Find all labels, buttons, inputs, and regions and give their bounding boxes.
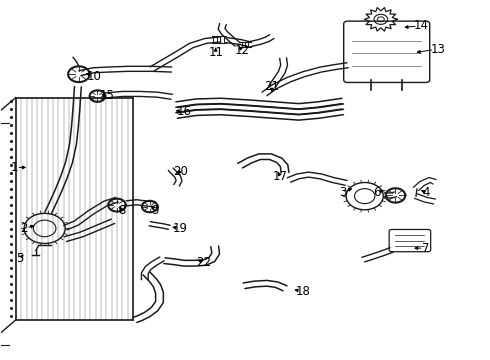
Text: 5: 5: [17, 252, 24, 265]
Text: 9: 9: [151, 204, 158, 217]
Text: 20: 20: [173, 165, 188, 177]
Text: 17: 17: [272, 170, 288, 183]
Text: 13: 13: [431, 42, 445, 55]
Text: 3: 3: [339, 186, 346, 199]
Text: 11: 11: [208, 46, 223, 59]
Text: 4: 4: [422, 186, 430, 199]
Text: 15: 15: [100, 89, 115, 102]
Text: 14: 14: [414, 19, 428, 32]
Text: 8: 8: [118, 204, 125, 217]
Text: 21: 21: [265, 80, 279, 93]
Text: 12: 12: [235, 44, 250, 57]
Text: 1: 1: [11, 161, 18, 174]
Text: 18: 18: [295, 285, 310, 298]
Text: 19: 19: [173, 222, 188, 235]
Text: 10: 10: [87, 69, 102, 82]
Text: 22: 22: [196, 256, 211, 269]
Text: 7: 7: [422, 242, 430, 255]
Text: 6: 6: [373, 186, 381, 199]
Text: 2: 2: [21, 222, 28, 235]
Text: 16: 16: [176, 105, 192, 118]
